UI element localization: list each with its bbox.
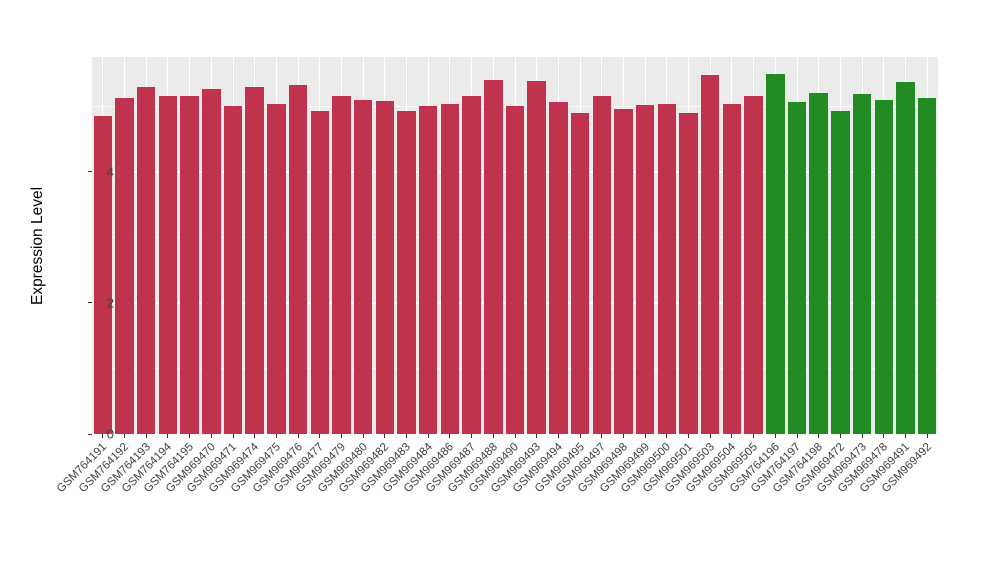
y-tick-label: 4 (106, 164, 114, 180)
x-tick-mark (536, 434, 538, 438)
bar (202, 89, 221, 434)
bar (635, 104, 655, 434)
bar (722, 104, 742, 434)
x-tick-mark (275, 434, 277, 438)
x-tick-mark (861, 434, 863, 438)
bar (614, 109, 633, 434)
bar (505, 106, 525, 434)
plot-panel (92, 57, 938, 435)
bar (375, 100, 395, 434)
y-tick-mark (88, 433, 92, 435)
bar (592, 95, 611, 434)
y-axis-title: Expression Level (29, 186, 46, 306)
bar (831, 111, 850, 434)
bar (158, 96, 178, 434)
bar (852, 94, 872, 434)
bar (180, 96, 199, 434)
x-tick-mark (427, 434, 429, 438)
x-tick-mark (189, 434, 191, 438)
x-tick-mark (210, 434, 212, 438)
bar (310, 111, 329, 434)
bar (288, 85, 308, 434)
x-tick-mark (102, 434, 104, 438)
bar (874, 99, 893, 434)
bar (657, 103, 677, 434)
x-tick-mark (796, 434, 798, 438)
x-tick-mark (124, 434, 126, 438)
x-tick-mark (557, 434, 559, 438)
bar (397, 110, 416, 434)
bar (679, 112, 698, 434)
x-tick-mark (406, 434, 408, 438)
y-tick-mark (88, 171, 92, 173)
bar (701, 74, 720, 434)
bar (137, 86, 156, 434)
x-tick-mark (688, 434, 690, 438)
bar (115, 98, 134, 434)
minor-gridline (92, 105, 938, 107)
x-tick-mark (145, 434, 147, 438)
x-tick-mark (254, 434, 256, 438)
x-tick-mark (340, 434, 342, 438)
bar (744, 96, 763, 434)
x-tick-mark (471, 434, 473, 438)
bar (245, 86, 264, 434)
x-tick-mark (753, 434, 755, 438)
bar (570, 112, 590, 434)
bar (766, 74, 785, 434)
x-tick-mark (622, 434, 624, 438)
x-tick-mark (926, 434, 928, 438)
bar (267, 103, 286, 434)
bar (419, 106, 438, 434)
x-tick-mark (579, 434, 581, 438)
x-tick-mark (883, 434, 885, 438)
y-tick-mark (88, 302, 92, 304)
bar (896, 81, 915, 434)
bar (353, 99, 373, 434)
x-tick-mark (167, 434, 169, 438)
x-tick-mark (492, 434, 494, 438)
x-tick-mark (449, 434, 451, 438)
bar (332, 95, 351, 434)
x-tick-mark (601, 434, 603, 438)
x-tick-mark (232, 434, 234, 438)
bar (462, 96, 481, 434)
x-tick-mark (666, 434, 668, 438)
bar (549, 101, 568, 434)
x-tick-mark (384, 434, 386, 438)
bar (787, 101, 807, 434)
y-tick-label: 2 (106, 295, 114, 311)
x-tick-mark (774, 434, 776, 438)
bar (917, 97, 937, 434)
bar (809, 93, 828, 434)
bar (527, 81, 546, 434)
x-tick-mark (514, 434, 516, 438)
x-tick-mark (644, 434, 646, 438)
x-tick-mark (297, 434, 299, 438)
bar (484, 79, 503, 434)
bar (93, 116, 113, 434)
x-tick-mark (839, 434, 841, 438)
bar (223, 106, 243, 434)
bar (440, 103, 460, 434)
x-tick-mark (319, 434, 321, 438)
x-tick-mark (731, 434, 733, 438)
x-tick-mark (362, 434, 364, 438)
x-tick-mark (709, 434, 711, 438)
y-tick-label: 0 (106, 426, 114, 442)
x-tick-mark (904, 434, 906, 438)
x-tick-mark (818, 434, 820, 438)
